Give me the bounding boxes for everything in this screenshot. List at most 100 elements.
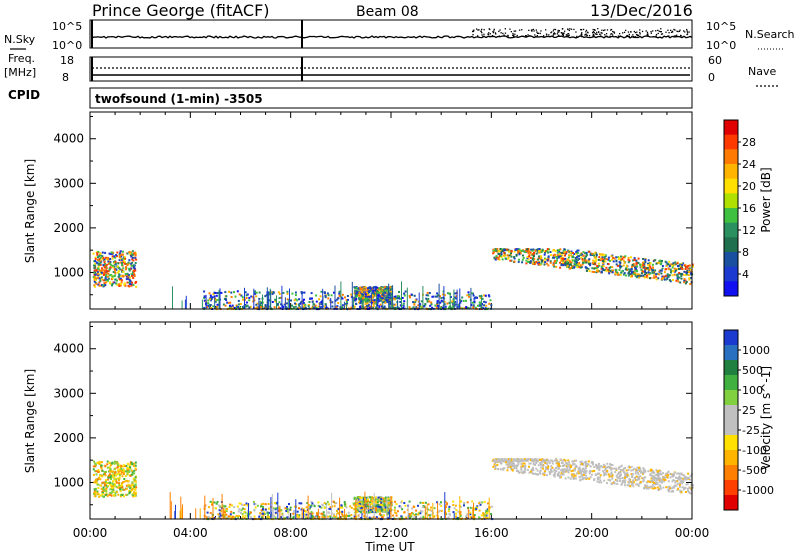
echo-cell <box>634 274 637 277</box>
echo-cell <box>595 258 598 261</box>
echo-cell <box>108 461 111 464</box>
echo-cell <box>98 277 101 280</box>
echo-cell <box>616 264 619 267</box>
echo-cell <box>655 275 658 278</box>
echo-cell <box>684 475 687 478</box>
echo-cell <box>539 472 542 475</box>
echo-cell <box>684 268 687 270</box>
echo-cell <box>230 296 233 298</box>
echo-cell <box>672 486 675 489</box>
echo-cell <box>651 484 654 487</box>
echo-cell <box>527 258 530 261</box>
echo-cell <box>358 510 361 513</box>
echo-cell <box>660 272 663 275</box>
echo-cell <box>212 293 215 296</box>
echo-cell <box>354 287 357 290</box>
echo-cell <box>400 515 403 518</box>
echo-cell <box>254 506 257 509</box>
echo-cell <box>567 471 570 474</box>
echo-cell <box>554 458 557 460</box>
echo-cell <box>574 474 577 477</box>
echo-cell <box>130 461 133 464</box>
echo-cell <box>428 292 431 294</box>
echo-cell <box>367 496 370 499</box>
echo-cell <box>631 274 633 277</box>
echo-cell <box>105 263 108 266</box>
echo-cell <box>399 297 402 300</box>
noise-search-dot <box>655 33 658 36</box>
noise-search-dot <box>498 30 500 33</box>
echo-cell <box>129 276 132 279</box>
echo-cell <box>574 466 577 468</box>
echo-cell <box>309 512 312 515</box>
echo-cell <box>122 472 125 475</box>
echo-cell <box>626 472 629 475</box>
echo-streak <box>267 291 269 309</box>
echo-cell <box>280 296 283 299</box>
echo-cell <box>390 292 393 295</box>
echo-cell <box>569 477 572 480</box>
echo-cell <box>653 472 656 475</box>
echo-cell <box>606 466 609 469</box>
echo-cell <box>373 293 375 296</box>
echo-cell <box>493 463 496 466</box>
station-title: Prince George (fitACF) <box>92 1 270 20</box>
echo-cell <box>663 271 666 274</box>
echo-cell <box>565 469 568 472</box>
echo-cell <box>517 260 520 263</box>
echo-cell <box>220 509 223 512</box>
echo-cell <box>565 470 568 473</box>
echo-cell <box>210 297 213 300</box>
echo-cell <box>371 301 374 303</box>
echo-cell <box>578 475 581 478</box>
echo-cell <box>500 462 503 465</box>
noise-search-dot <box>592 28 594 31</box>
echo-cell <box>584 472 587 475</box>
echo-cell <box>114 474 117 477</box>
echo-cell <box>230 516 233 519</box>
echo-cell <box>388 292 391 295</box>
echo-cell <box>633 257 636 260</box>
echo-cell <box>419 512 422 515</box>
echo-cell <box>97 263 100 266</box>
echo-cell <box>307 304 310 306</box>
echo-cell <box>555 459 558 462</box>
echo-cell <box>576 472 578 475</box>
echo-streak <box>458 302 460 309</box>
echo-cell <box>586 253 588 256</box>
noise-search-dot <box>525 35 527 37</box>
echo-cell <box>547 460 550 463</box>
echo-cell <box>357 506 360 509</box>
echo-cell <box>224 511 226 514</box>
echo-cell <box>591 252 594 255</box>
echo-cell <box>135 486 138 489</box>
echo-cell <box>647 259 650 262</box>
echo-cell <box>104 482 107 485</box>
echo-cell <box>661 275 664 278</box>
echo-cell <box>103 273 106 276</box>
echo-cell <box>585 259 588 262</box>
echo-cell <box>276 303 279 305</box>
echo-streak <box>401 281 402 309</box>
echo-cell <box>671 274 674 277</box>
echo-cell <box>338 294 341 297</box>
echo-cell <box>550 459 553 462</box>
echo-cell <box>651 475 654 478</box>
echo-cell <box>547 264 550 267</box>
echo-cell <box>685 491 687 493</box>
echo-cell <box>494 459 496 461</box>
echo-cell <box>540 251 543 253</box>
echo-cell <box>441 293 444 296</box>
echo-cell <box>675 484 678 487</box>
noise-search-dot <box>536 35 538 37</box>
echo-cell <box>104 276 107 279</box>
echo-cell <box>294 291 297 294</box>
echo-cell <box>123 261 126 263</box>
echo-cell <box>114 262 117 265</box>
echo-cell <box>619 465 622 468</box>
echo-cell <box>128 269 131 272</box>
echo-cell <box>542 472 545 475</box>
echo-cell <box>335 306 338 309</box>
echo-cell <box>640 274 643 277</box>
echo-cell <box>211 296 214 299</box>
